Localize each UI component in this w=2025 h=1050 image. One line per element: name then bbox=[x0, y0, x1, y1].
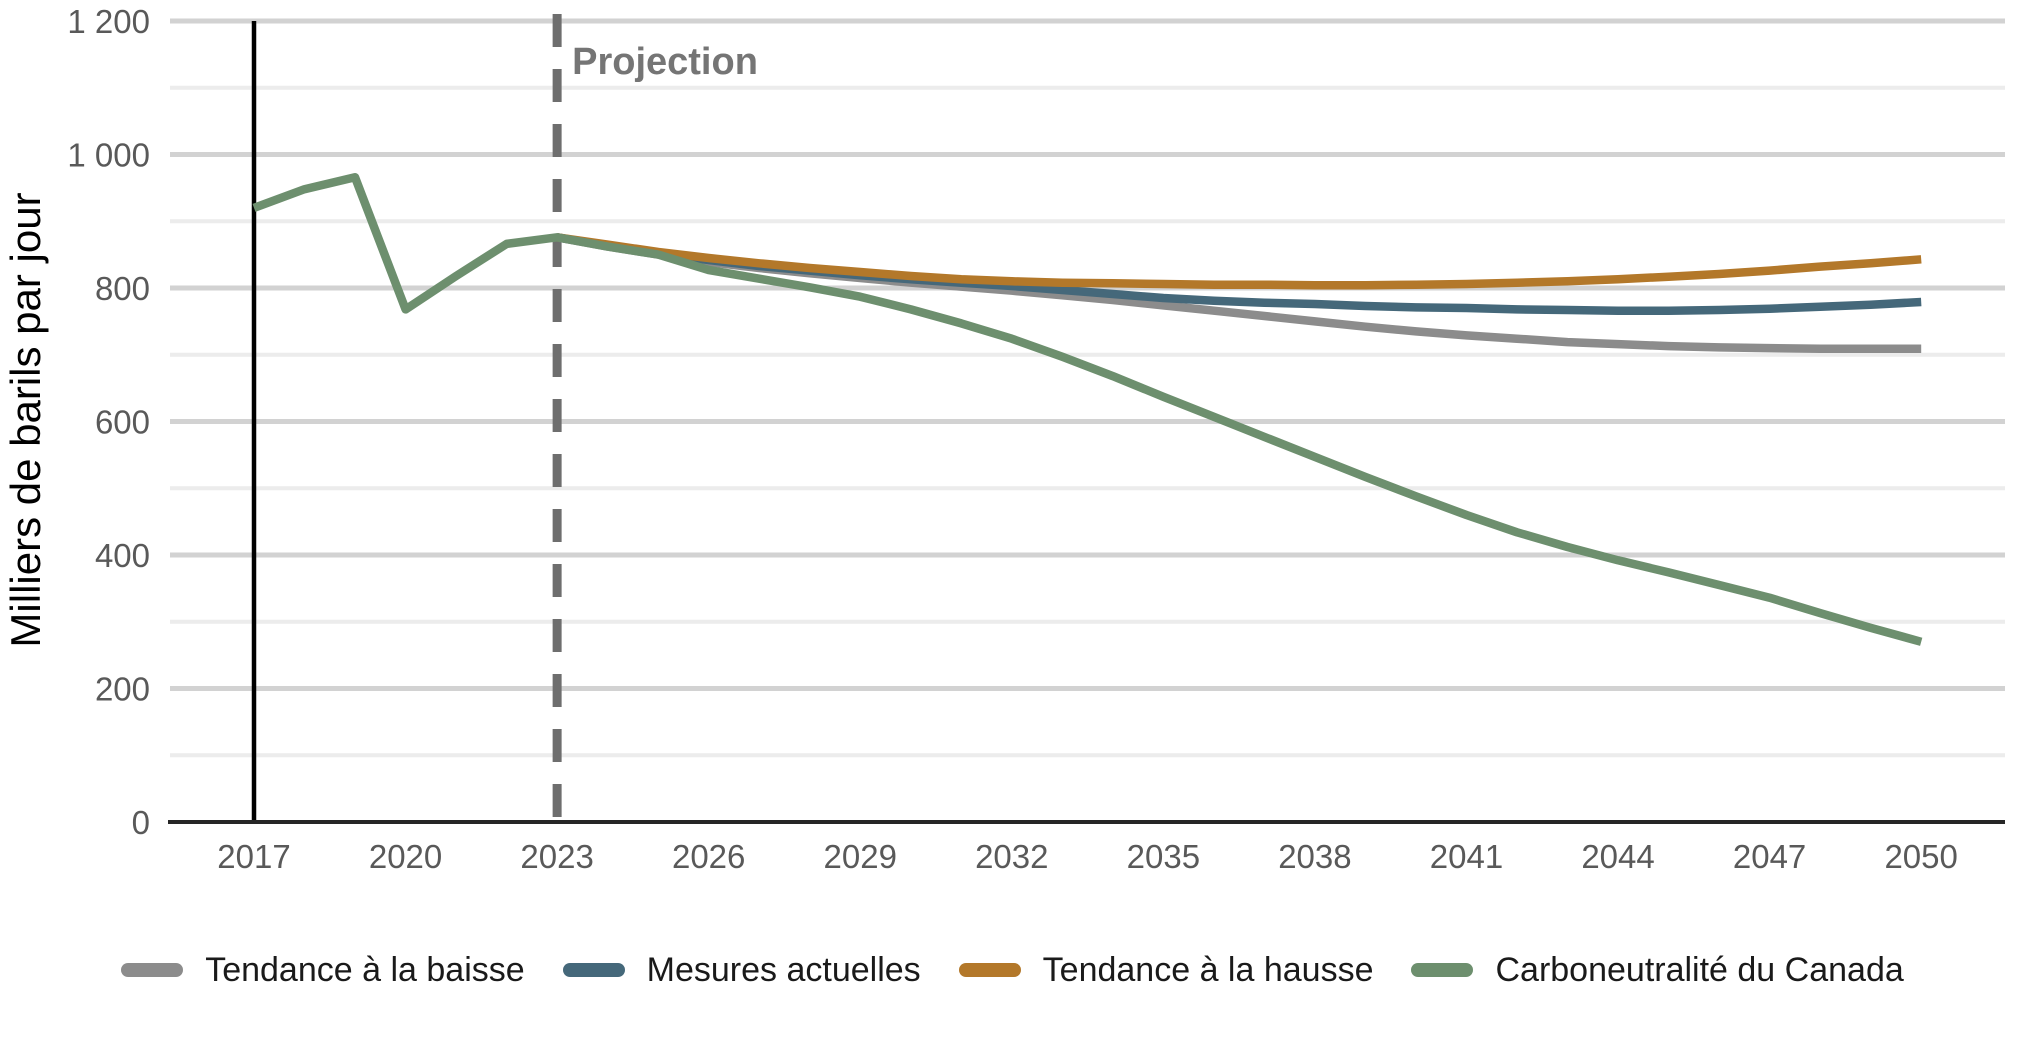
x-tick-label: 2050 bbox=[1884, 838, 1957, 875]
series-line-2 bbox=[556, 233, 1922, 290]
y-tick-label: 0 bbox=[132, 804, 150, 841]
major-gridlines bbox=[170, 18, 2005, 691]
legend-label: Tendance à la baisse bbox=[205, 950, 525, 989]
legend-swatch-icon bbox=[121, 963, 184, 977]
x-tick-label: 2029 bbox=[824, 838, 897, 875]
legend-swatch-icon bbox=[1411, 963, 1474, 977]
y-axis-tick-labels: 0 200 400 600 800 1 000 1 200 bbox=[67, 3, 150, 841]
series-line-3 bbox=[252, 172, 1923, 646]
y-tick-label: 400 bbox=[95, 537, 150, 574]
legend-label: Tendance à la hausse bbox=[1042, 950, 1374, 989]
x-tick-label: 2032 bbox=[975, 838, 1048, 875]
series-lines bbox=[252, 172, 1923, 646]
x-tick-label: 2020 bbox=[369, 838, 442, 875]
series-line-0 bbox=[556, 233, 1922, 353]
x-tick-label: 2047 bbox=[1733, 838, 1806, 875]
legend-label: Mesures actuelles bbox=[646, 950, 921, 989]
legend-swatch-icon bbox=[562, 963, 625, 977]
legend-item-3: Carboneutralité du Canada bbox=[1411, 950, 1904, 990]
y-tick-label: 1 200 bbox=[67, 3, 150, 40]
x-tick-label: 2038 bbox=[1278, 838, 1351, 875]
projection-label: Projection bbox=[572, 41, 758, 83]
x-axis-tick-labels: 2017 2020 2023 2026 2029 2032 2035 2038 2041 2044… bbox=[217, 838, 1958, 875]
y-tick-label: 200 bbox=[95, 671, 150, 708]
legend-label: Carboneutralité du Canada bbox=[1495, 950, 1904, 989]
minor-gridlines bbox=[170, 85, 2005, 758]
legend-item-1: Mesures actuelles bbox=[562, 950, 921, 990]
x-tick-label: 2017 bbox=[217, 838, 290, 875]
legend-swatch-icon bbox=[958, 963, 1021, 977]
x-tick-label: 2026 bbox=[672, 838, 745, 875]
legend-item-2: Tendance à la hausse bbox=[958, 950, 1374, 990]
legend-item-0: Tendance à la baisse bbox=[121, 950, 525, 990]
y-axis-title: Milliers de barils par jour bbox=[2, 192, 49, 647]
x-tick-label: 2035 bbox=[1127, 838, 1200, 875]
y-tick-label: 1 000 bbox=[67, 137, 150, 174]
x-tick-label: 2023 bbox=[520, 838, 593, 875]
y-tick-label: 600 bbox=[95, 404, 150, 441]
legend: Tendance à la baisse Mesures actuelles Ten… bbox=[0, 940, 2025, 1000]
y-tick-label: 800 bbox=[95, 270, 150, 307]
x-tick-label: 2041 bbox=[1430, 838, 1503, 875]
x-tick-label: 2044 bbox=[1581, 838, 1654, 875]
